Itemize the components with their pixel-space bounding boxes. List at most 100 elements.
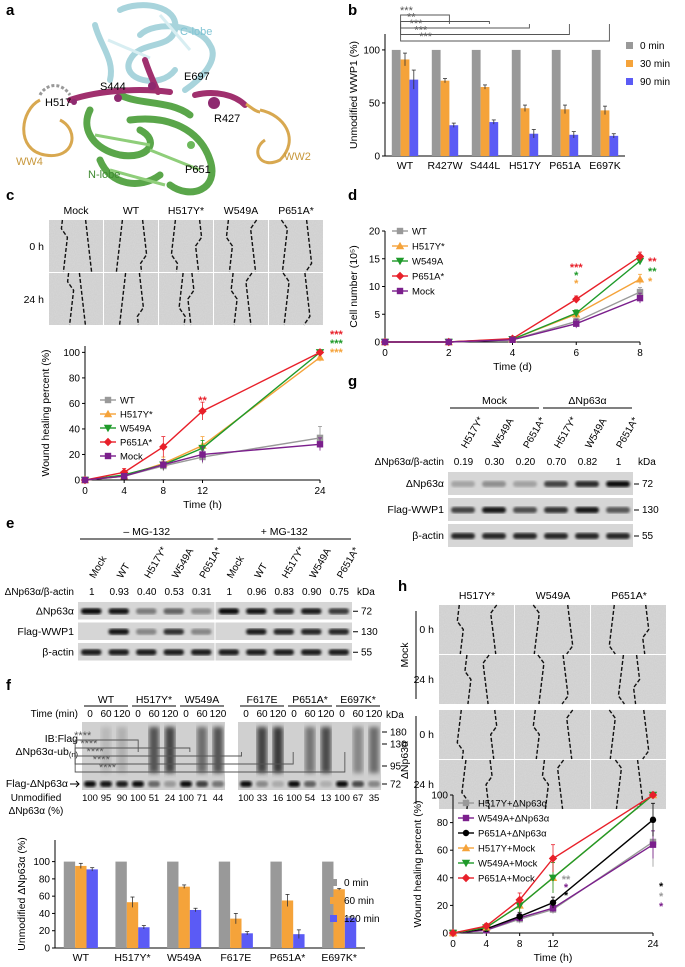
- bar: [480, 87, 490, 156]
- panel-g-blot: H517Y* W549A P651A* H517Y* W549A P651A*ΔNp63α…: [375, 395, 659, 547]
- bar: [489, 122, 499, 156]
- panel-label-g: g: [348, 373, 357, 390]
- data-point: [548, 854, 558, 863]
- blot-band: [328, 649, 349, 656]
- legend-swatch: [330, 897, 337, 904]
- wound-column-label: Mock: [63, 205, 89, 217]
- unmodified-value: 35: [369, 793, 380, 804]
- y-tick-label: 0: [44, 944, 50, 955]
- legend-marker: [462, 799, 470, 807]
- blot-band: [606, 507, 630, 513]
- wound-edge-line: [482, 654, 490, 705]
- e697-label: E697: [184, 71, 210, 83]
- panel-label-h: h: [398, 578, 407, 595]
- series-line: [385, 255, 641, 343]
- bar: [609, 135, 619, 156]
- ubiquitin-smear: [213, 727, 223, 773]
- band-label: Flag-ΔNp63α: [6, 778, 68, 790]
- time-value: 0: [87, 709, 93, 720]
- significance-label: *: [659, 891, 664, 903]
- blot-band: [163, 649, 184, 656]
- time-value: 0: [183, 709, 189, 720]
- lane-label: H517Y*: [553, 415, 580, 450]
- data-point: [549, 904, 557, 912]
- ratio-label: ΔNp63α/β-actin: [375, 457, 444, 468]
- blot-band: [240, 781, 252, 787]
- bar: [520, 108, 530, 156]
- unmodified-value: 100: [334, 793, 350, 804]
- kda-marker: 95: [390, 762, 402, 773]
- kda-marker: 55: [361, 647, 373, 658]
- wound-texture: [159, 220, 213, 272]
- wound-edge-line: [178, 272, 186, 326]
- legend-marker: [461, 859, 471, 868]
- x-tick-label: 0: [382, 348, 388, 359]
- blot-band: [272, 781, 284, 787]
- blot-band: [336, 781, 348, 787]
- unmodified-value: 67: [353, 793, 364, 804]
- data-point: [636, 294, 644, 302]
- residue-spheres: [71, 82, 220, 149]
- panel-label-b: b: [348, 2, 357, 19]
- x-tick-label: E697K: [589, 160, 621, 172]
- significance-label: ***: [330, 347, 344, 359]
- bar: [270, 861, 282, 948]
- unmodified-value: 100: [238, 793, 254, 804]
- ratio-value: 0.31: [192, 587, 212, 598]
- blot-band: [108, 608, 129, 615]
- y-tick-label: 20: [369, 227, 381, 238]
- time-value: 60: [100, 709, 112, 720]
- helix-magenta: [67, 57, 248, 108]
- legend-label: WT: [412, 227, 427, 238]
- time-value: 60: [148, 709, 160, 720]
- wound-texture: [49, 273, 103, 325]
- legend-swatch: [626, 60, 633, 67]
- blot-band: [163, 628, 184, 635]
- wound-texture: [214, 273, 268, 325]
- data-point: [381, 338, 389, 346]
- unmodified-value: 16: [273, 793, 284, 804]
- kda-label: kDa: [386, 710, 404, 721]
- kda-label: kDa: [357, 587, 375, 598]
- y-axis-label: Unmodified WWP1 (%): [348, 41, 360, 149]
- wound-texture: [159, 273, 213, 325]
- wound-edge-line: [280, 219, 289, 273]
- data-point: [635, 252, 645, 261]
- significance-label: **: [648, 256, 657, 268]
- wound-edge-line: [642, 709, 650, 760]
- y-axis-label: Wound healing percent (%): [40, 349, 52, 476]
- bar: [551, 49, 561, 157]
- significance-label: **: [648, 266, 657, 278]
- significance-label: **: [407, 12, 416, 24]
- time-value: 0: [291, 709, 297, 720]
- x-tick-label: 24: [647, 939, 659, 950]
- bar: [344, 917, 357, 948]
- y-tick-label: 100: [431, 791, 448, 802]
- significance-label: ***: [330, 338, 344, 350]
- wound-texture: [439, 655, 514, 704]
- group-label: + MG-132: [261, 526, 308, 538]
- wound-edge-line: [305, 219, 313, 273]
- blot-band: [180, 781, 192, 787]
- time-value: 120: [162, 709, 179, 720]
- x-tick-label: S444L: [470, 160, 501, 172]
- blot-band: [136, 608, 157, 615]
- x-axis-label: Time (h): [183, 499, 222, 511]
- ubiquitin-smear: [165, 727, 175, 773]
- wound-edge-line: [303, 272, 311, 326]
- x-tick-label: 24: [314, 486, 326, 497]
- lane-label: H517Y*: [460, 415, 487, 450]
- blot-band: [544, 533, 568, 539]
- legend-marker: [395, 257, 405, 266]
- blot-band: [84, 781, 96, 787]
- wound-edge-line: [225, 219, 234, 273]
- ib-label: IB:Flag: [45, 733, 78, 745]
- legend-marker: [395, 271, 405, 281]
- blot-band: [606, 481, 630, 487]
- wound-edge-line: [565, 709, 574, 760]
- ubiquitin-smear: [369, 727, 379, 773]
- data-point: [516, 913, 523, 920]
- y-tick-label: 0: [442, 929, 448, 940]
- group-label: F617E: [247, 694, 278, 706]
- data-point: [160, 461, 167, 468]
